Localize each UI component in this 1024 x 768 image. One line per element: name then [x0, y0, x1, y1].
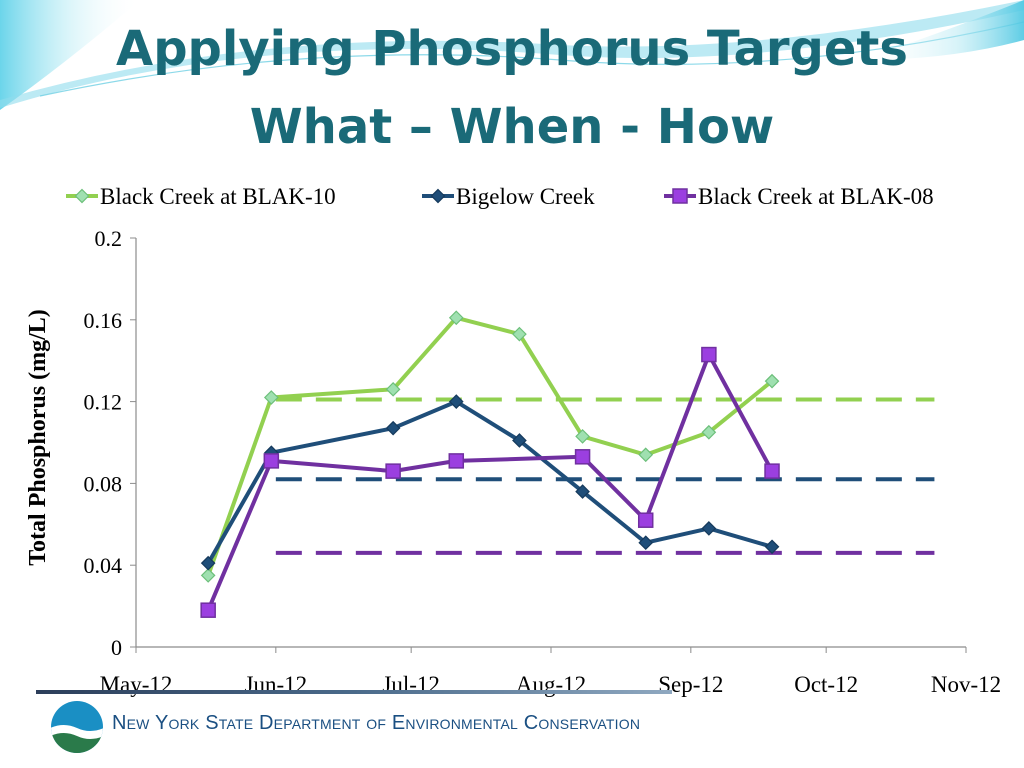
data-point	[448, 310, 464, 326]
data-point	[512, 326, 527, 342]
nysdec-logo-icon	[51, 701, 103, 753]
legend-label: Black Creek at BLAK-10	[100, 184, 336, 209]
data-point	[701, 346, 717, 363]
data-point	[263, 453, 280, 469]
y-tick-label: 0.12	[84, 390, 123, 415]
y-tick-label: 0.2	[95, 226, 123, 251]
data-point	[448, 394, 464, 409]
data-point	[575, 429, 590, 444]
legend-label: Bigelow Creek	[456, 184, 595, 209]
series-line	[206, 399, 773, 565]
data-point	[638, 535, 654, 551]
y-tick-label: 0	[111, 635, 122, 660]
y-tick-label: 0.08	[84, 471, 123, 496]
data-point	[448, 453, 465, 469]
data-point	[263, 390, 279, 405]
x-tick-label: Nov-12	[931, 672, 1001, 697]
data-point	[200, 602, 216, 618]
data-point	[200, 568, 216, 583]
data-point	[701, 521, 717, 536]
data-point	[385, 463, 401, 479]
legend-marker	[74, 188, 90, 204]
data-point	[385, 420, 401, 436]
x-tick-label: Oct-12	[794, 672, 858, 697]
data-point	[637, 512, 654, 528]
legend-label: Black Creek at BLAK-08	[698, 184, 934, 209]
data-point	[638, 447, 654, 463]
data-point	[764, 539, 780, 555]
data-point	[574, 449, 591, 465]
organization-name: New York State Department of Environment…	[112, 712, 641, 734]
data-point	[200, 555, 216, 571]
data-point	[512, 433, 527, 448]
footer-divider	[36, 690, 672, 694]
data-point	[701, 424, 717, 440]
data-point	[764, 373, 780, 389]
data-point	[764, 463, 780, 479]
y-axis-title: Total Phosphorus (mg/L)	[25, 309, 51, 566]
data-point	[385, 381, 401, 397]
legend-marker	[672, 188, 688, 204]
data-point	[575, 484, 590, 499]
slide-title-line1: Applying Phosphorus Targets	[116, 21, 908, 77]
y-tick-label: 0.04	[84, 553, 123, 578]
y-tick-label: 0.16	[84, 308, 123, 333]
series-line	[206, 352, 774, 611]
slide-title-line2: What – When - How	[249, 99, 775, 155]
legend-marker	[430, 188, 446, 204]
